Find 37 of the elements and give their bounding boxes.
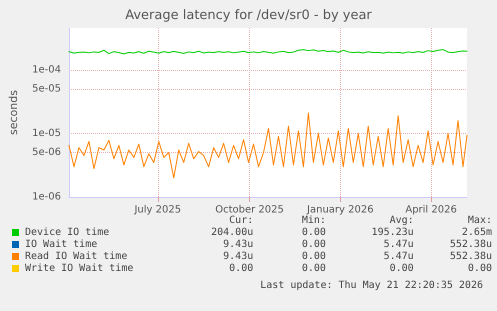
x-tick-label: January 2026: [306, 204, 374, 216]
chart-title: Average latency for /dev/sr0 - by year: [125, 8, 372, 23]
text: Cur:: [228, 215, 254, 227]
text: 9.43u: [222, 251, 254, 263]
text: 204.00u: [210, 227, 254, 239]
text: 2.65m: [460, 227, 492, 239]
legend-label: Read IO Wait time: [25, 251, 128, 262]
text: 0.00: [228, 263, 254, 275]
text: 0.00: [300, 263, 326, 275]
x-tick-label: July 2025: [133, 204, 182, 216]
text: 5.47u: [382, 251, 414, 263]
text: Min:: [300, 215, 326, 227]
text: 0.00: [300, 227, 326, 239]
text: 552.38u: [448, 251, 492, 263]
text: 5.47u: [382, 239, 414, 251]
text: 0.00: [300, 251, 326, 263]
text: Max:: [466, 215, 492, 227]
y-tick-label: 1e-06: [32, 192, 61, 202]
legend-label: IO Wait time: [25, 239, 98, 250]
y-axis-title: seconds: [7, 90, 20, 135]
y-tick-label: 5e-05: [32, 84, 61, 95]
y-tick-label: 1e-05: [32, 128, 61, 140]
y-tick-label: 1e-04: [32, 64, 61, 76]
text: Avg:: [388, 215, 414, 227]
x-tick-label: April 2026: [405, 204, 457, 216]
text: 552.38u: [448, 239, 492, 251]
y-tick-label: 5e-06: [32, 147, 61, 158]
text: 0.00: [300, 239, 326, 251]
text: Last update: Thu May 21 22:20:35 2026: [260, 280, 483, 291]
text: 9.43u: [222, 239, 254, 251]
text: 0.00: [388, 263, 414, 275]
text: 0.00: [466, 263, 492, 275]
line-series: [68, 112, 468, 178]
legend-label: Write IO Wait time: [25, 263, 134, 274]
text: 195.23u: [370, 227, 414, 239]
legend-label: Device IO time: [25, 227, 110, 238]
x-tick-label: October 2025: [215, 204, 284, 216]
